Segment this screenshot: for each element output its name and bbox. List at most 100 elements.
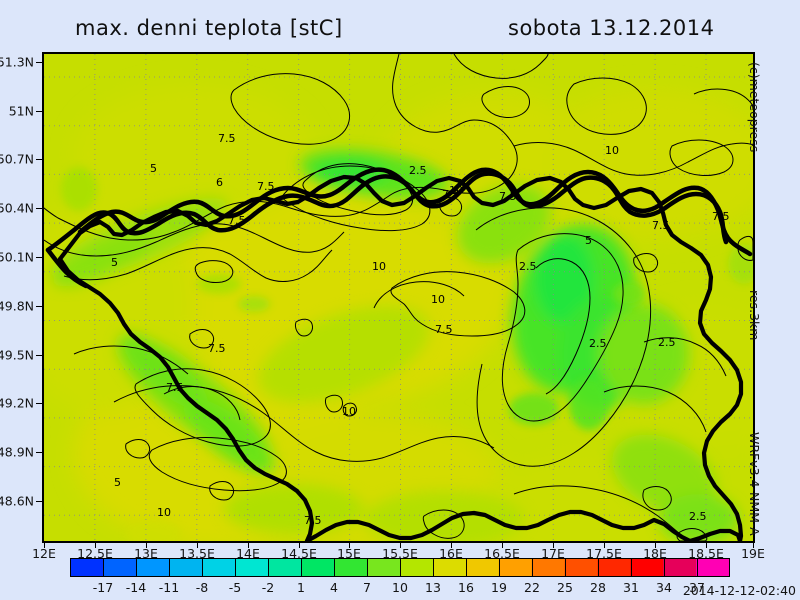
colorbar-tick xyxy=(334,559,335,576)
y-axis-label: 51N xyxy=(8,103,34,119)
svg-text:7.5: 7.5 xyxy=(218,132,236,145)
colorbar-band xyxy=(432,559,467,576)
svg-text:10: 10 xyxy=(605,144,619,157)
colorbar-band xyxy=(202,559,236,576)
resolution-label: res.3km xyxy=(747,290,762,341)
svg-text:2.5: 2.5 xyxy=(409,164,427,177)
colorbar-tick xyxy=(631,559,632,576)
colorbar-tick xyxy=(499,559,500,576)
colorbar-tick-label: 7 xyxy=(363,580,371,595)
colorbar-tick xyxy=(301,559,302,576)
svg-text:2.5: 2.5 xyxy=(658,336,676,349)
colorbar-tick xyxy=(202,559,203,576)
colorbar-tick-label: 19 xyxy=(491,580,507,595)
y-axis-label: 50.7N xyxy=(0,151,34,167)
svg-text:7.5: 7.5 xyxy=(499,190,517,203)
colorbar-tick-label: 34 xyxy=(656,580,672,595)
colorbar-band xyxy=(498,559,533,576)
colorbar-tick-label: -11 xyxy=(158,580,180,595)
colorbar-tick-label: 31 xyxy=(623,580,639,595)
y-axis-label: 50.4N xyxy=(0,200,34,216)
colorbar-band xyxy=(400,559,434,576)
colorbar-tick-label: -17 xyxy=(92,580,114,595)
svg-text:5: 5 xyxy=(111,256,118,269)
colorbar-tick xyxy=(433,559,434,576)
colorbar-gradient xyxy=(71,559,729,576)
colorbar-tick-label: 25 xyxy=(557,580,573,595)
map-canvas: 7.5 5 6 7.5 2.5 10 10 10 7.5 7.5 7.5 7.5… xyxy=(44,54,753,541)
model-label: WRFv3.4-NMM-A xyxy=(747,432,762,536)
colorbar-tick xyxy=(664,559,665,576)
colorbar-tick-label: 28 xyxy=(590,580,606,595)
svg-text:7.5: 7.5 xyxy=(208,342,226,355)
svg-text:7.5: 7.5 xyxy=(435,323,453,336)
colorbar-band xyxy=(367,559,401,576)
svg-text:7.5: 7.5 xyxy=(228,214,246,227)
colorbar-tick-label: 4 xyxy=(330,580,338,595)
colorbar-band xyxy=(71,559,105,576)
svg-text:10: 10 xyxy=(372,260,386,273)
colorbar-tick xyxy=(235,559,236,576)
colorbar-tick-label: -14 xyxy=(125,580,147,595)
colorbar-tick xyxy=(367,559,368,576)
colorbar-band xyxy=(268,559,302,576)
svg-text:5: 5 xyxy=(150,162,157,175)
colorbar-tick xyxy=(565,559,566,576)
colorbar-band xyxy=(334,559,368,576)
colorbar-tick xyxy=(400,559,401,576)
svg-text:7.5: 7.5 xyxy=(304,514,322,527)
y-axis-label: 50.1N xyxy=(0,249,34,265)
svg-text:10: 10 xyxy=(342,405,356,418)
colorbar-band xyxy=(301,559,335,576)
colorbar-band xyxy=(696,559,729,576)
map-gridlines xyxy=(44,54,753,541)
colorbar-tick-label: -2 xyxy=(261,580,275,595)
x-axis-label: 12E xyxy=(32,546,56,561)
svg-text:7.5: 7.5 xyxy=(442,188,460,201)
colorbar-tick xyxy=(136,559,137,576)
state-border xyxy=(57,174,744,541)
colorbar-band xyxy=(630,559,664,576)
colorbar-band xyxy=(169,559,204,576)
colorbar-tick-label: 37 xyxy=(689,580,705,595)
generation-timestamp: 2014-12-12-02:40 xyxy=(682,583,796,598)
svg-text:7.5: 7.5 xyxy=(257,180,275,193)
colorbar-tick xyxy=(103,559,104,576)
copyright-label: (c)meteopress xyxy=(747,62,762,153)
colorbar-tick-label: 16 xyxy=(458,580,474,595)
colorbar-band xyxy=(235,559,269,576)
colorbar-tick-label: -5 xyxy=(228,580,242,595)
y-axis-label: 49.2N xyxy=(0,395,34,411)
temperature-colorbar[interactable] xyxy=(70,558,730,577)
colorbar-tick xyxy=(598,559,599,576)
svg-text:10: 10 xyxy=(431,293,445,306)
colorbar-tick xyxy=(697,559,698,576)
svg-text:10: 10 xyxy=(449,184,463,197)
colorbar-tick xyxy=(532,559,533,576)
colorbar-band xyxy=(564,559,598,576)
svg-text:10: 10 xyxy=(157,506,171,519)
colorbar-tick xyxy=(466,559,467,576)
isotherm-contours xyxy=(44,54,753,541)
svg-text:5: 5 xyxy=(114,476,121,489)
forecast-date: sobota 13.12.2014 xyxy=(508,16,715,40)
svg-text:6: 6 xyxy=(216,176,223,189)
colorbar-tick-label: 1 xyxy=(297,580,305,595)
svg-text:2.5: 2.5 xyxy=(589,337,607,350)
colorbar-tick xyxy=(169,559,170,576)
colorbar-band xyxy=(531,559,565,576)
y-axis-label: 48.9N xyxy=(0,444,34,460)
y-axis-label: 49.8N xyxy=(0,298,34,314)
colorbar-tick-label: -8 xyxy=(195,580,209,595)
svg-text:2.5: 2.5 xyxy=(689,510,707,523)
colorbar-tick-label: 22 xyxy=(524,580,540,595)
y-axis-label: 51.3N xyxy=(0,54,34,70)
svg-text:5: 5 xyxy=(585,234,592,247)
contour-labels: 7.5 5 6 7.5 2.5 10 10 10 7.5 7.5 7.5 7.5… xyxy=(111,132,730,527)
y-axis-label: 49.5N xyxy=(0,347,34,363)
colorbar-band xyxy=(103,559,138,576)
colorbar-band xyxy=(663,559,697,576)
page-title: max. denni teplota [stC] xyxy=(75,16,343,40)
temperature-map[interactable]: 7.5 5 6 7.5 2.5 10 10 10 7.5 7.5 7.5 7.5… xyxy=(42,52,755,543)
